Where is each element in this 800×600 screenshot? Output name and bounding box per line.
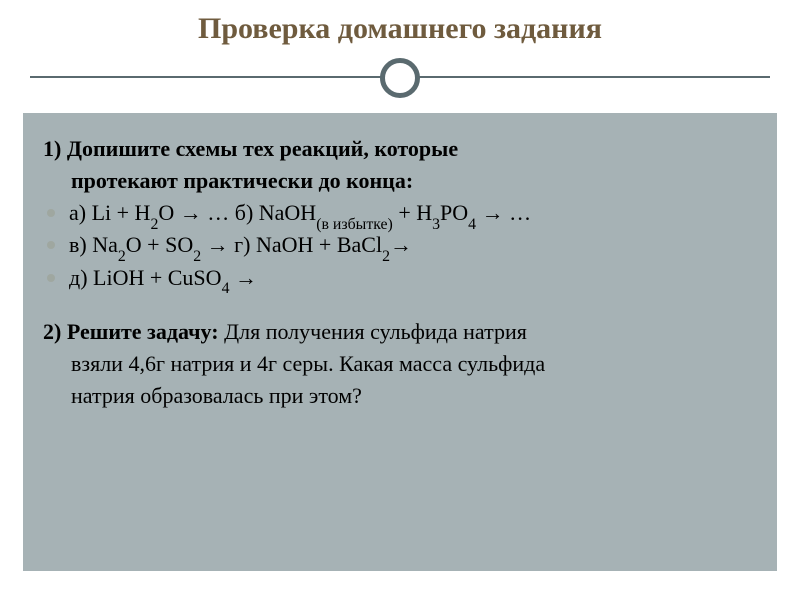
- reaction-list: а) Li + H2O → … б) NaOH(в избытке) + H3P…: [43, 199, 757, 291]
- divider: [0, 54, 800, 102]
- bullet-icon: [47, 274, 55, 282]
- slide: Проверка домашнего задания 1) Допишите с…: [0, 0, 800, 600]
- list-item: д) LiOH + CuSO4 →: [43, 264, 757, 292]
- task1-line2: протекают практически до конца:: [43, 167, 757, 195]
- reaction-text: а) Li + H2O → … б) NaOH(в избытке) + H3P…: [69, 199, 757, 227]
- slide-title: Проверка домашнего задания: [198, 12, 602, 46]
- reaction-text: д) LiOH + CuSO4 →: [69, 264, 757, 292]
- list-item: а) Li + H2O → … б) NaOH(в избытке) + H3P…: [43, 199, 757, 227]
- task1-line1: 1) Допишите схемы тех реакций, которые: [43, 135, 757, 163]
- title-area: Проверка домашнего задания: [0, 0, 800, 46]
- task2-lead-bold: 2) Решите задачу:: [43, 319, 224, 344]
- content-inner: 1) Допишите схемы тех реакций, которые п…: [23, 113, 777, 434]
- bullet-icon: [47, 209, 55, 217]
- content-panel: 1) Допишите схемы тех реакций, которые п…: [22, 112, 778, 572]
- bullet-icon: [47, 241, 55, 249]
- reaction-text: в) Na2O + SO2 → г) NaOH + BaCl2→: [69, 231, 757, 259]
- divider-ring-icon: [380, 58, 420, 98]
- task2-line1: 2) Решите задачу: Для получения сульфида…: [43, 318, 757, 346]
- list-item: в) Na2O + SO2 → г) NaOH + BaCl2→: [43, 231, 757, 259]
- task2-line3: натрия образовалась при этом?: [43, 382, 757, 410]
- task2-lead-rest: Для получения сульфида натрия: [224, 319, 527, 344]
- task2-line2: взяли 4,6г натрия и 4г серы. Какая масса…: [43, 350, 757, 378]
